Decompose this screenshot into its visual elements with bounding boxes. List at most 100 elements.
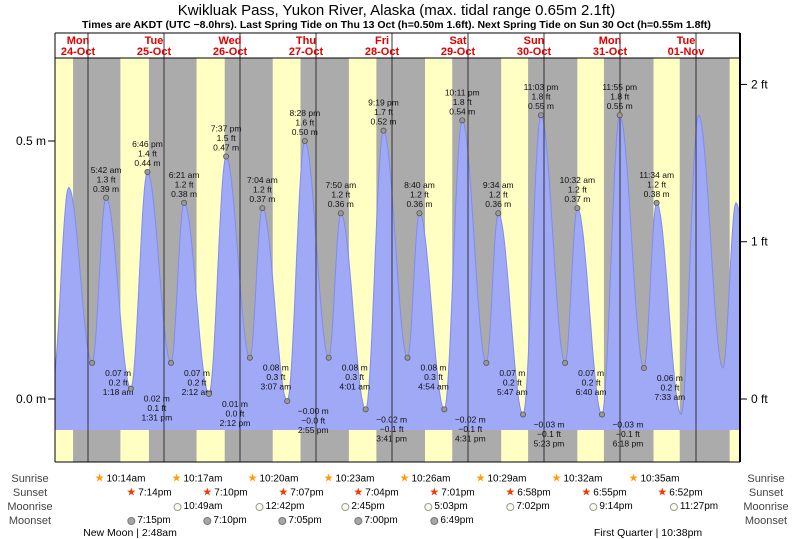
low-tide-m-label: −0.03 m xyxy=(612,419,643,429)
moonset-entry: 7:00pm xyxy=(354,515,398,526)
moonrise-moon-icon xyxy=(341,503,350,511)
high-tide-time-label: 11:55 pm xyxy=(602,82,637,92)
sunrise-star-icon: ★ xyxy=(247,472,258,485)
low-tide-ft-label: 0.3 ft xyxy=(266,372,286,382)
low-tide-ft-label: 0.2 ft xyxy=(188,377,208,387)
low-tide-ft-label: −0.0 ft xyxy=(301,416,326,426)
low-tide-ft-label: −0.1 ft xyxy=(537,429,562,439)
high-tide-time-label: 6:21 am xyxy=(169,170,200,180)
moonrise-time: 11:27pm xyxy=(679,501,719,512)
sunrise-time: 10:20am xyxy=(259,473,299,484)
high-tide-time-label: 7:50 am xyxy=(325,180,356,190)
moonset-moon-icon xyxy=(354,517,363,525)
low-tide-time-label: 6:18 pm xyxy=(613,438,644,448)
low-tide-ft-label: 0.2 ft xyxy=(109,377,129,387)
sunset-entry: ★ 7:07pm xyxy=(278,487,323,499)
low-tide-ft-label: 0.0 ft xyxy=(226,408,246,418)
moonrise-row-label-left: Moonrise xyxy=(7,501,53,513)
tide-point-dot xyxy=(416,210,423,217)
tide-point-dot xyxy=(598,411,605,418)
tide-point-dot xyxy=(246,354,253,361)
moonset-time: 7:00pm xyxy=(364,515,398,526)
low-tide-ft-label: −0.1 ft xyxy=(616,429,641,439)
high-tide-m-label: 0.38 m xyxy=(171,189,197,199)
tide-point-dot xyxy=(653,199,660,206)
day-label-weekday: Mon xyxy=(599,35,622,47)
sunrise-entry: ★ 10:35am xyxy=(629,473,680,485)
low-tide-m-label: −0.02 m xyxy=(376,414,407,424)
high-tide-m-label: 0.44 m xyxy=(134,158,160,168)
tide-point-dot xyxy=(337,210,344,217)
day-label-weekday: Sat xyxy=(449,35,466,47)
tide-point-dot xyxy=(640,365,647,372)
sunset-star-icon: ★ xyxy=(126,486,137,499)
sunset-entry: ★ 7:10pm xyxy=(202,487,248,499)
sunrise-time: 10:14am xyxy=(106,473,146,484)
low-tide-ft-label: 0.2 ft xyxy=(582,377,602,387)
moonset-row-label-left: Moonset xyxy=(8,515,52,527)
high-tide-time-label: 8:28 pm xyxy=(289,108,320,118)
day-label-date: 28-Oct xyxy=(365,46,400,58)
moonrise-time: 5:03pm xyxy=(434,501,468,512)
high-tide-ft-label: 1.4 ft xyxy=(138,148,158,158)
high-tide-ft-label: 1.6 ft xyxy=(295,118,315,128)
high-tide-m-label: 0.36 m xyxy=(485,199,511,209)
sunset-entry: ★ 7:14pm xyxy=(126,486,171,499)
high-tide-ft-label: 1.2 ft xyxy=(331,190,351,200)
tide-point-dot xyxy=(325,354,332,361)
low-tide-ft-label: 0.1 ft xyxy=(147,403,167,413)
sunset-time: 7:10pm xyxy=(214,487,248,498)
y-axis-label-left: 0.0 m xyxy=(16,392,46,406)
day-label-weekday: Thu xyxy=(296,35,316,47)
high-tide-time-label: 7:37 pm xyxy=(211,123,242,133)
high-tide-ft-label: 1.2 ft xyxy=(568,185,588,195)
moonrise-moon-icon xyxy=(669,503,678,511)
low-tide-ft-label: 0.2 ft xyxy=(660,383,680,393)
high-tide-time-label: 8:40 am xyxy=(404,180,435,190)
moonset-entry: 6:49pm xyxy=(430,515,474,526)
low-tide-ft-label: 0.3 ft xyxy=(424,372,444,382)
moonrise-time: 10:49am xyxy=(183,501,223,512)
low-tide-time-label: 3:07 am xyxy=(261,382,292,392)
moonrise-moon-icon xyxy=(589,503,598,511)
low-tide-m-label: 0.07 m xyxy=(578,368,604,378)
moon-phase-note: First Quarter | 10:38pm xyxy=(593,527,703,539)
high-tide-m-label: 0.47 m xyxy=(213,142,239,152)
moonset-time: 6:49pm xyxy=(440,515,474,526)
high-tide-ft-label: 1.2 ft xyxy=(175,179,195,189)
sunset-time: 6:52pm xyxy=(669,487,703,498)
low-tide-m-label: 0.07 m xyxy=(184,368,210,378)
sunrise-star-icon: ★ xyxy=(475,472,486,485)
moonset-row-label-right: Moonset xyxy=(744,515,788,527)
high-tide-ft-label: 1.5 ft xyxy=(217,133,237,143)
moonset-moon-icon xyxy=(203,517,212,525)
low-tide-time-label: 2:12 am xyxy=(182,387,213,397)
low-tide-time-label: 4:31 pm xyxy=(455,433,486,443)
moonset-moon-icon xyxy=(430,517,439,525)
low-tide-ft-label: 0.2 ft xyxy=(503,377,523,387)
sunrise-time: 10:35am xyxy=(640,473,680,484)
moonset-entry: 7:05pm xyxy=(278,516,322,526)
sunset-entry: ★ 6:58pm xyxy=(505,487,551,499)
tide-point-dot xyxy=(362,406,369,413)
high-tide-m-label: 0.37 m xyxy=(564,194,590,204)
sunset-entry: ★ 7:04pm xyxy=(353,487,398,499)
sunset-entry: ★ 7:01pm xyxy=(429,487,474,499)
sunrise-star-icon: ★ xyxy=(399,472,410,485)
high-tide-time-label: 10:32 am xyxy=(560,175,595,185)
tide-point-dot xyxy=(223,153,230,160)
high-tide-ft-label: 1.7 ft xyxy=(374,107,394,117)
low-tide-ft-label: 0.3 ft xyxy=(345,372,365,382)
sunset-time: 6:58pm xyxy=(517,487,551,498)
sunset-row-label-right: Sunset xyxy=(748,487,784,499)
page-title: Kwikluak Pass, Yukon River, Alaska (max.… xyxy=(177,2,616,19)
moon-phase-note: New Moon | 2:48am xyxy=(83,527,177,539)
high-tide-m-label: 0.52 m xyxy=(371,117,397,127)
high-tide-m-label: 0.50 m xyxy=(292,127,318,137)
low-tide-ft-label: −0.1 ft xyxy=(458,424,483,434)
tide-point-dot xyxy=(404,354,411,361)
sunset-star-icon: ★ xyxy=(581,486,592,499)
tide-point-dot xyxy=(537,112,544,119)
high-tide-time-label: 11:03 pm xyxy=(524,82,559,92)
